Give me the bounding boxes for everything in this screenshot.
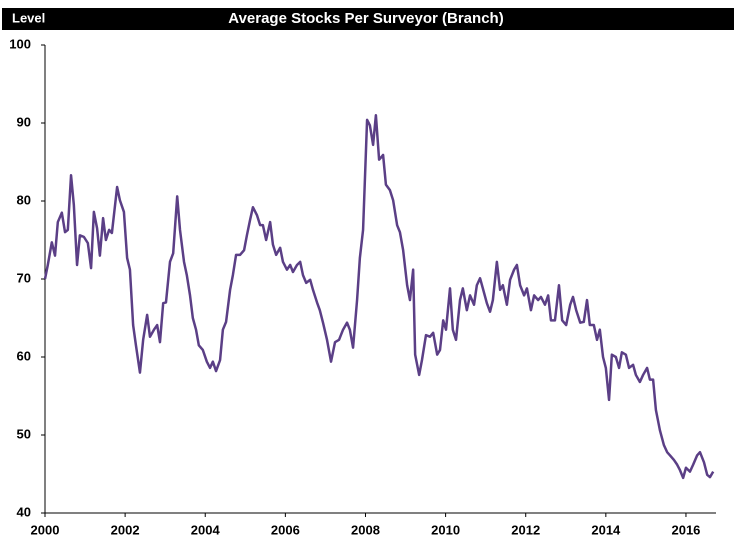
chart-title: Average Stocks Per Surveyor (Branch) [228, 10, 503, 27]
x-tick-label: 2016 [671, 522, 700, 537]
y-tick-label: 90 [17, 114, 31, 129]
x-tick-label: 2008 [351, 522, 380, 537]
x-tick-label: 2000 [31, 522, 60, 537]
x-tick-label: 2010 [431, 522, 460, 537]
y-axis-label: Level [12, 10, 45, 25]
header-bar [2, 8, 734, 30]
x-tick-label: 2012 [511, 522, 540, 537]
x-tick-label: 2006 [271, 522, 300, 537]
x-tick-label: 2002 [111, 522, 140, 537]
x-tick-label: 2004 [191, 522, 221, 537]
data-line [43, 113, 715, 480]
y-tick-label: 40 [17, 504, 31, 519]
x-tick-label: 2014 [591, 522, 621, 537]
y-tick-label: 100 [9, 36, 31, 51]
y-tick-label: 70 [17, 270, 31, 285]
y-tick-label: 50 [17, 426, 31, 441]
y-tick-label: 60 [17, 348, 31, 363]
y-tick-label: 80 [17, 192, 31, 207]
